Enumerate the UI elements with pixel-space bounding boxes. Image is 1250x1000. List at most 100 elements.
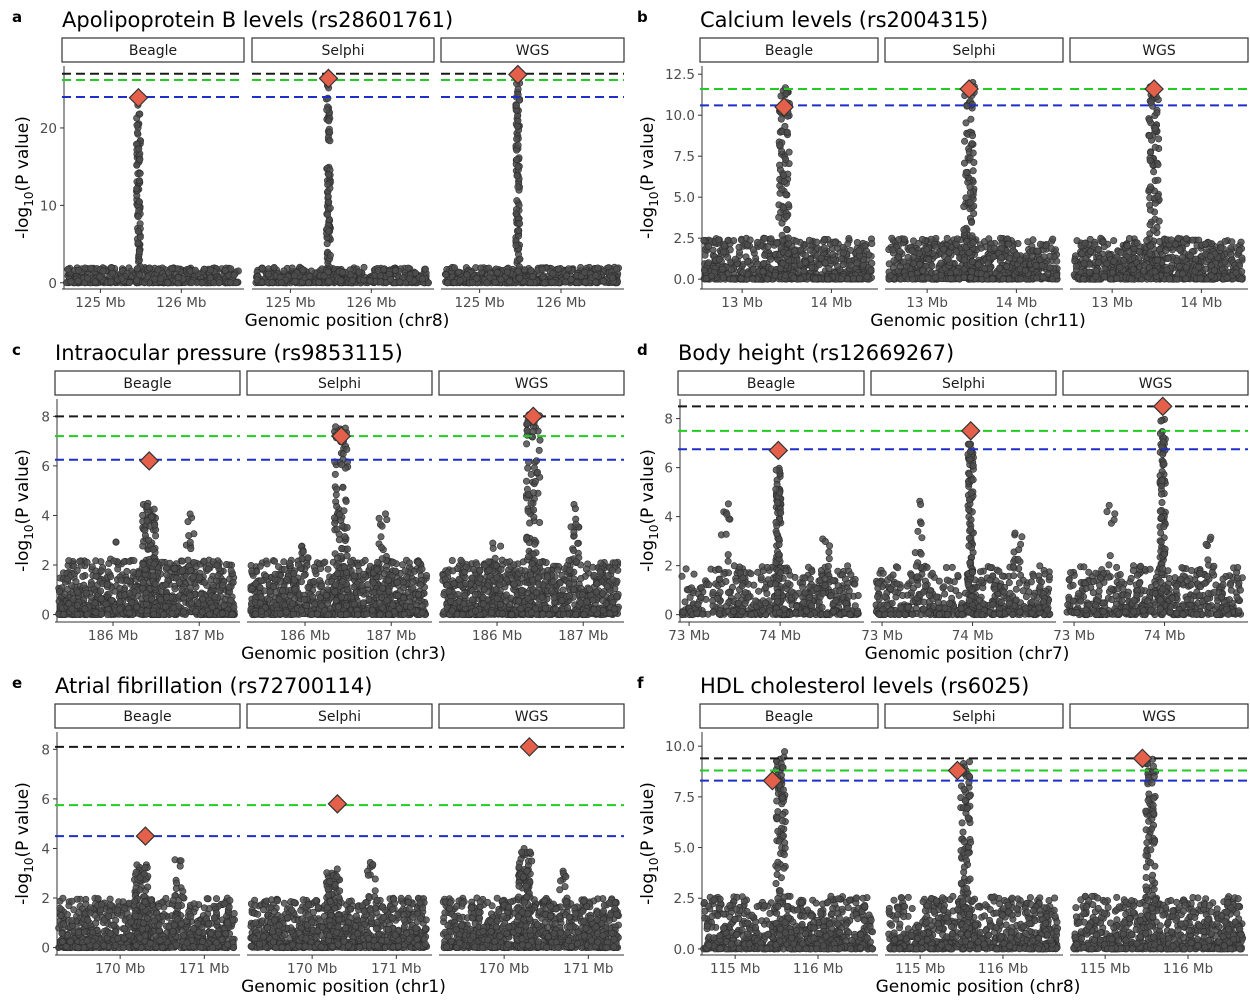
data-point	[746, 236, 754, 244]
x-tick-label: 126 Mb	[156, 295, 206, 311]
data-point	[1038, 261, 1046, 269]
data-point	[136, 169, 144, 177]
data-point	[924, 274, 932, 282]
facet-strip-label: Selphi	[321, 43, 364, 59]
data-point	[291, 277, 299, 285]
data-point	[806, 246, 814, 254]
data-point	[380, 266, 388, 274]
data-point	[1202, 265, 1210, 273]
data-point	[573, 278, 581, 286]
x-tick-label: 126 Mb	[536, 295, 586, 311]
data-point	[1110, 237, 1118, 245]
data-point	[989, 253, 997, 261]
data-point	[1116, 263, 1124, 271]
x-tick-label: 125 Mb	[454, 295, 504, 311]
data-point	[960, 273, 968, 281]
data-point	[837, 275, 845, 283]
data-point	[135, 145, 143, 153]
data-point	[791, 247, 799, 255]
data-point	[270, 263, 278, 271]
data-point	[915, 250, 923, 258]
data-point	[778, 147, 786, 155]
data-point	[134, 227, 142, 235]
data-point	[514, 141, 522, 149]
data-point	[753, 260, 761, 268]
points	[252, 78, 432, 287]
data-point	[133, 121, 141, 129]
data-point	[463, 271, 471, 279]
data-point	[581, 278, 589, 286]
data-point	[960, 265, 968, 273]
data-point	[567, 276, 575, 284]
data-point	[853, 259, 861, 267]
data-point	[1179, 270, 1187, 278]
data-point	[74, 266, 82, 274]
data-point	[889, 246, 897, 254]
facet-strip-label: Beagle	[123, 376, 171, 392]
points	[55, 499, 238, 619]
y-axis-label: -log10(P value)	[638, 116, 661, 239]
data-point	[737, 274, 745, 282]
data-point	[778, 231, 786, 239]
data-point	[1192, 255, 1200, 263]
data-point	[1182, 235, 1190, 243]
data-point	[781, 271, 789, 279]
y-tick-label: 10	[40, 198, 57, 214]
data-point	[813, 238, 821, 246]
data-point	[792, 237, 800, 245]
data-point	[326, 137, 334, 145]
data-point	[206, 274, 214, 282]
data-point	[83, 558, 91, 566]
x-tick-label: 125 Mb	[75, 295, 125, 311]
data-point	[258, 264, 266, 272]
data-point	[815, 261, 823, 269]
y-tick-label: 4	[41, 508, 50, 524]
data-point	[1005, 240, 1013, 248]
data-point	[554, 265, 562, 273]
data-point	[483, 279, 491, 287]
data-point	[1053, 272, 1061, 280]
data-point	[831, 239, 839, 247]
data-point	[506, 278, 514, 286]
data-point	[538, 265, 546, 273]
data-point	[960, 256, 968, 264]
data-point	[1173, 275, 1181, 283]
data-point	[497, 275, 505, 283]
data-point	[720, 242, 728, 250]
data-point	[133, 276, 141, 284]
data-point	[820, 236, 828, 244]
data-point	[1133, 239, 1141, 247]
data-point	[801, 258, 809, 266]
y-tick-label: 8	[41, 409, 50, 425]
data-point	[1036, 240, 1044, 248]
data-point	[1085, 268, 1093, 276]
data-point	[811, 275, 819, 283]
data-point	[1221, 237, 1229, 245]
data-point	[1110, 257, 1118, 265]
x-axis-label: Genomic position (chr11)	[870, 311, 1086, 331]
data-point	[778, 185, 786, 193]
data-point	[820, 244, 828, 252]
data-point	[1033, 274, 1041, 282]
data-point	[96, 273, 104, 281]
points	[885, 79, 1061, 283]
data-point	[112, 538, 120, 546]
lead-snp-marker	[128, 87, 149, 108]
data-point	[783, 226, 791, 234]
data-point	[1080, 260, 1088, 268]
data-point	[1046, 264, 1054, 272]
data-point	[268, 278, 276, 286]
data-point	[396, 278, 404, 286]
data-point	[338, 268, 346, 276]
data-point	[730, 237, 738, 245]
data-point	[1145, 132, 1153, 140]
data-point	[1207, 272, 1215, 280]
data-point	[1217, 244, 1225, 252]
data-point	[908, 275, 916, 283]
data-point	[967, 273, 975, 281]
data-point	[962, 168, 970, 176]
panel-letter: c	[12, 341, 21, 359]
data-point	[966, 199, 974, 207]
